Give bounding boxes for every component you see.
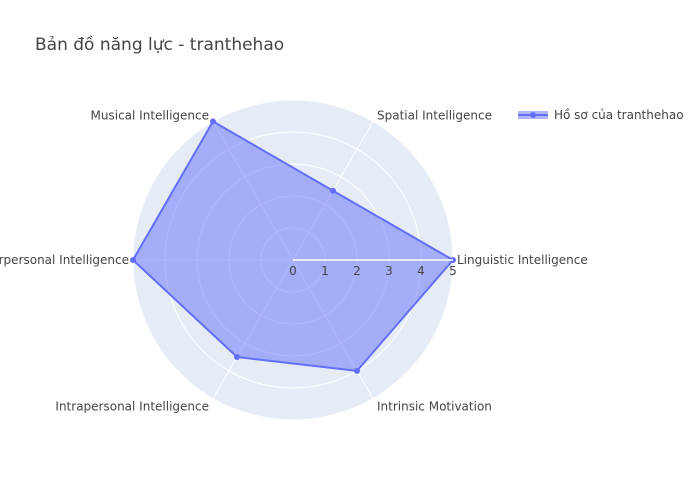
axis-label-5: Intrinsic Motivation xyxy=(377,400,492,414)
data-point-4[interactable] xyxy=(234,353,240,360)
legend-marker xyxy=(530,112,536,118)
axis-label-1: Spatial Intelligence xyxy=(377,108,492,122)
chart-title: Bản đồ năng lực - tranthehao xyxy=(35,34,284,55)
radial-tick-label-1: 1 xyxy=(321,264,329,278)
polar-plot: 0 1 2 3 4 5 Linguistic Intelligence Spatial In… xyxy=(0,99,588,421)
radial-tick-label-5: 5 xyxy=(449,264,457,278)
legend-label: Hồ sơ của tranthehao xyxy=(554,108,684,122)
data-point-2[interactable] xyxy=(210,118,216,125)
radial-tick-label-2: 2 xyxy=(353,264,361,278)
axis-label-2: Musical Intelligence xyxy=(91,108,209,122)
radial-tick-label-0: 0 xyxy=(289,264,297,278)
legend[interactable]: Hồ sơ của tranthehao xyxy=(518,108,684,122)
data-point-3[interactable] xyxy=(130,257,136,263)
axis-label-3: Interpersonal Intelligence xyxy=(0,253,129,267)
data-point-5[interactable] xyxy=(354,367,360,374)
radial-tick-label-3: 3 xyxy=(385,264,393,278)
radial-tick-labels: 0 1 2 3 4 5 xyxy=(289,264,457,278)
data-point-1[interactable] xyxy=(330,187,336,194)
series-markers xyxy=(130,118,456,374)
radial-tick-label-4: 4 xyxy=(417,264,425,278)
axis-label-4: Intrapersonal Intelligence xyxy=(55,400,209,414)
angular-axis-labels: Linguistic Intelligence Spatial Intellige… xyxy=(0,108,588,413)
axis-label-0: Linguistic Intelligence xyxy=(457,253,588,267)
